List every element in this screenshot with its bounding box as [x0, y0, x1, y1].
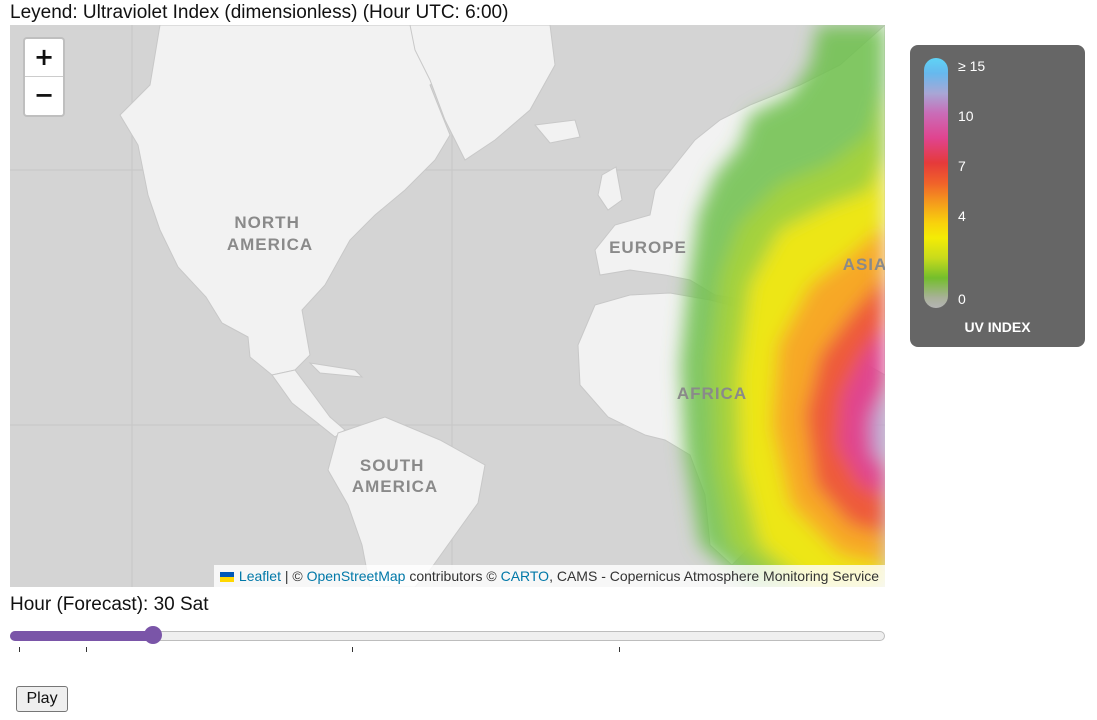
south-america-label: SOUTH AMERICA: [352, 456, 438, 496]
map-view[interactable]: NORTH AMERICA EUROPE ASIA AFRICA SOUTH A…: [10, 25, 885, 587]
legend-tick-4: 4: [958, 208, 966, 224]
slider-tick-mark: [352, 647, 353, 652]
map-attribution: Leaflet | © OpenStreetMap contributors ©…: [213, 565, 885, 587]
attribution-sep: | ©: [280, 568, 307, 584]
play-button[interactable]: Play: [16, 686, 68, 712]
zoom-control: + −: [23, 37, 65, 117]
attribution-source: , CAMS - Copernicus Atmosphere Monitorin…: [549, 568, 879, 584]
land-iceland: [534, 119, 581, 144]
slider-tick-mark: [619, 647, 620, 652]
land-britain: [597, 166, 623, 211]
europe-label: EUROPE: [609, 238, 687, 257]
basemap: NORTH AMERICA EUROPE ASIA AFRICA SOUTH A…: [10, 25, 885, 587]
carto-link[interactable]: CARTO: [500, 568, 550, 584]
legend-tick-10: 10: [958, 108, 974, 124]
legend-tick-0: 0: [958, 291, 966, 307]
attribution-contributors: contributors ©: [405, 568, 501, 584]
land-central-america: [271, 369, 346, 438]
land-caribbean: [308, 362, 364, 378]
slider-fill: [10, 631, 153, 641]
osm-link[interactable]: OpenStreetMap: [306, 568, 406, 584]
land-south-america: [327, 416, 486, 587]
leaflet-link[interactable]: Leaflet: [238, 568, 281, 584]
slider-tick-mark: [19, 647, 20, 652]
legend-color-ramp: [924, 58, 948, 308]
forecast-hour-label: Hour (Forecast): 30 Sat: [10, 594, 209, 615]
slider-tick-mark: [86, 647, 87, 652]
uv-overlay: [680, 25, 885, 587]
region-labels: NORTH AMERICA EUROPE ASIA AFRICA SOUTH A…: [227, 213, 885, 496]
zoom-out-button[interactable]: −: [33, 81, 55, 109]
ukraine-flag-icon: [219, 572, 234, 583]
zoom-in-button[interactable]: +: [25, 39, 63, 77]
asia-label: ASIA: [843, 255, 885, 274]
forecast-hour-slider[interactable]: [10, 625, 885, 645]
slider-thumb[interactable]: [143, 626, 162, 644]
legend-tick-15: ≥ 15: [958, 58, 986, 74]
land-north-america: [119, 25, 481, 376]
north-america-label: NORTH AMERICA: [227, 213, 313, 254]
legend-title: UV INDEX: [964, 319, 1031, 335]
legend-tick-7: 7: [958, 158, 966, 174]
land-greenland: [409, 25, 556, 161]
uv-legend: ≥ 15 10 7 4 0 UV INDEX: [910, 45, 1085, 347]
africa-label: AFRICA: [677, 384, 747, 403]
page-title: Leyend: Ultraviolet Index (dimensionless…: [10, 2, 509, 23]
